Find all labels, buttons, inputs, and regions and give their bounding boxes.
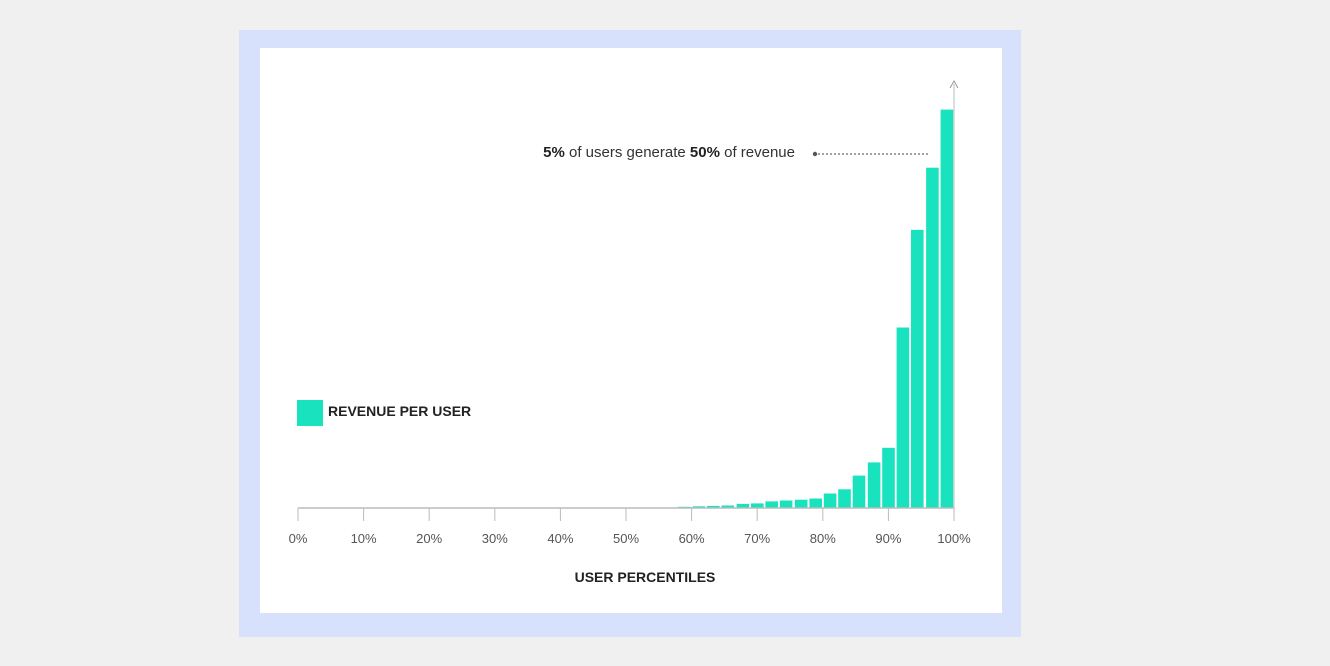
bar	[911, 229, 924, 508]
bar	[779, 500, 793, 508]
x-ticks-group: 0% 10% 20% 30% 40% 50% 60% 70% 80% 90% 100%	[289, 508, 971, 546]
bars-group	[678, 109, 954, 508]
bar	[707, 505, 720, 508]
bar	[794, 499, 808, 508]
bar	[765, 501, 778, 508]
annotation-text-1: of users generate	[565, 144, 690, 161]
bar	[896, 327, 910, 508]
legend-label: REVENUE PER USER	[328, 403, 471, 419]
bar	[721, 505, 735, 508]
x-tick-label: 20%	[416, 531, 442, 546]
x-tick-label: 10%	[351, 531, 377, 546]
bar	[926, 167, 939, 508]
bar	[867, 462, 881, 508]
bar	[882, 447, 895, 508]
x-tick-label: 100%	[937, 531, 971, 546]
bar	[751, 503, 764, 508]
x-tick-label: 50%	[613, 531, 639, 546]
x-tick-label: 30%	[482, 531, 508, 546]
annotation-dot	[812, 151, 818, 157]
x-tick-label: 70%	[744, 531, 770, 546]
annotation-revenue-pct: 50%	[690, 144, 720, 161]
annotation-users-pct: 5%	[543, 144, 565, 161]
y-axis-arrow	[949, 79, 959, 89]
annotation-text-2: of revenue	[720, 144, 795, 161]
x-tick-label: 0%	[289, 531, 308, 546]
chart-card: 0% 10% 20% 30% 40% 50% 60% 70% 80% 90% 100% USER P…	[260, 48, 1002, 613]
bar	[692, 506, 706, 508]
revenue-chart: 0% 10% 20% 30% 40% 50% 60% 70% 80% 90% 100% USER P…	[289, 79, 971, 585]
bar	[823, 493, 837, 508]
x-axis-title: USER PERCENTILES	[575, 569, 716, 585]
x-tick-label: 40%	[547, 531, 573, 546]
bar	[838, 489, 851, 508]
bar	[736, 503, 750, 508]
bar	[940, 109, 954, 508]
x-tick-label: 90%	[875, 531, 901, 546]
bar	[852, 475, 866, 508]
bar	[809, 498, 822, 508]
x-tick-label: 80%	[810, 531, 836, 546]
annotation-text: 5% of users generate 50% of revenue	[543, 144, 795, 161]
legend-swatch	[297, 400, 323, 426]
x-tick-label: 60%	[679, 531, 705, 546]
